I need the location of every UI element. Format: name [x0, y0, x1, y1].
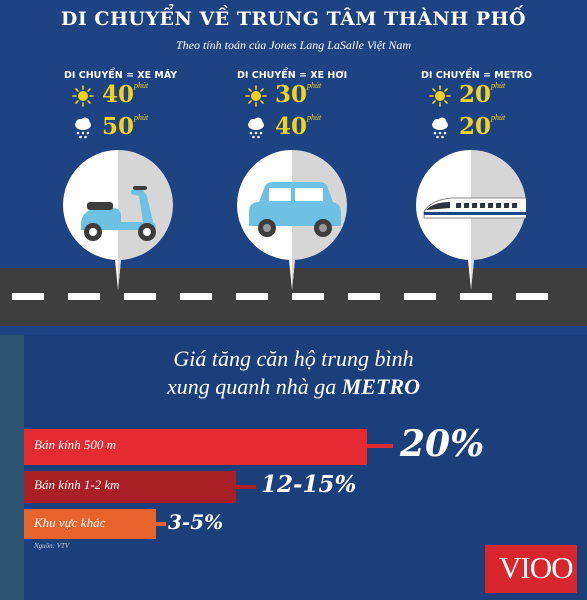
price-heading-line2-prefix: xung quanh nhà ga — [166, 374, 342, 399]
train-icon — [416, 150, 526, 290]
sun-icon — [429, 85, 451, 107]
bar-label: Bán kính 500 m — [34, 437, 116, 452]
road-dash — [404, 293, 436, 300]
time-unit: phút — [491, 113, 506, 122]
bar-value: 12-15% — [261, 471, 357, 498]
road-dash — [68, 293, 100, 300]
bar-connector — [236, 485, 256, 489]
time-unit: phút — [491, 81, 506, 90]
time-unit: phút — [307, 113, 322, 122]
bar-500m: Bán kính 500 m — [24, 429, 367, 465]
sunny-time-row: 20 phút — [421, 81, 587, 113]
price-heading-line1: Giá tăng căn hộ trung bình — [173, 346, 414, 371]
train-bubble — [416, 150, 526, 290]
page-subtitle: Theo tính toán của Jones Lang LaSalle Vi… — [175, 38, 412, 52]
price-heading: Giá tăng căn hộ trung bình xung quanh nh… — [0, 345, 587, 401]
sunny-time: 20 — [459, 81, 492, 108]
bar-1-2km: Bán kính 1-2 km — [24, 471, 236, 503]
bar-value: 3-5% — [168, 510, 224, 534]
bar-label: Khu vực khác — [34, 515, 106, 530]
car-bubble — [237, 150, 347, 290]
rainy-time: 40 — [275, 113, 308, 140]
price-section: Giá tăng căn hộ trung bình xung quanh nh… — [0, 335, 587, 600]
rain-cloud-icon — [75, 117, 91, 139]
sunny-time: 40 — [102, 81, 135, 108]
bar-connector — [367, 444, 393, 448]
mode-label: DI CHUYỂN = XE HƠI — [237, 70, 348, 81]
mode-label: DI CHUYỂN = XE MÁY — [64, 70, 178, 81]
mode-metro: DI CHUYỂN = METRO 20 phút — [421, 70, 587, 145]
bar-label: Bán kính 1-2 km — [34, 477, 120, 492]
scooter-icon — [63, 150, 173, 290]
vioo-logo: VIOO — [485, 545, 577, 593]
page-title: DI CHUYỂN VỀ TRUNG TÂM THÀNH PHỐ — [60, 8, 527, 30]
logo-text: VIOO — [499, 550, 573, 585]
road-dash — [12, 293, 44, 300]
commute-section: DI CHUYỂN VỀ TRUNG TÂM THÀNH PHỐ Theo tí… — [0, 8, 587, 326]
time-unit: phút — [134, 113, 149, 122]
bar-value: 20% — [400, 423, 485, 465]
road-dash — [236, 293, 268, 300]
source-note: Nguồn: VTV — [34, 542, 70, 550]
bar-other: Khu vực khác — [24, 509, 156, 539]
price-heading-metro: METRO — [341, 374, 420, 399]
mode-car: DI CHUYỂN = XE HƠI 30 phút — [237, 70, 417, 145]
road-dash — [348, 293, 380, 300]
bar-connector — [156, 522, 166, 526]
rainy-time-row: 40 phút — [237, 113, 417, 145]
road-dash — [124, 293, 156, 300]
road-dash — [180, 293, 212, 300]
time-unit: phút — [134, 81, 149, 90]
price-heading-line2: xung quanh nhà ga METRO — [0, 373, 587, 401]
sunny-time-row: 40 phút — [64, 81, 244, 113]
road-dash — [516, 293, 548, 300]
rain-cloud-icon — [248, 117, 264, 139]
mode-motorbike: DI CHUYỂN = XE MÁY 40 phút — [64, 70, 244, 145]
rainy-time-row: 50 phút — [64, 113, 244, 145]
mode-label: DI CHUYỂN = METRO — [421, 70, 533, 81]
rainy-time: 50 — [102, 113, 135, 140]
road — [0, 268, 587, 326]
scooter-bubble — [63, 150, 173, 290]
road-dash — [292, 293, 324, 300]
rainy-time: 20 — [459, 113, 492, 140]
sunny-time-row: 30 phút — [237, 81, 417, 113]
left-accent-bar — [0, 335, 24, 600]
sunny-time: 30 — [275, 81, 308, 108]
car-icon — [237, 150, 347, 290]
sun-icon — [245, 85, 267, 107]
time-unit: phút — [307, 81, 322, 90]
rain-cloud-icon — [432, 117, 448, 139]
rainy-time-row: 20 phút — [421, 113, 587, 145]
sun-icon — [72, 85, 94, 107]
road-dash — [460, 293, 492, 300]
